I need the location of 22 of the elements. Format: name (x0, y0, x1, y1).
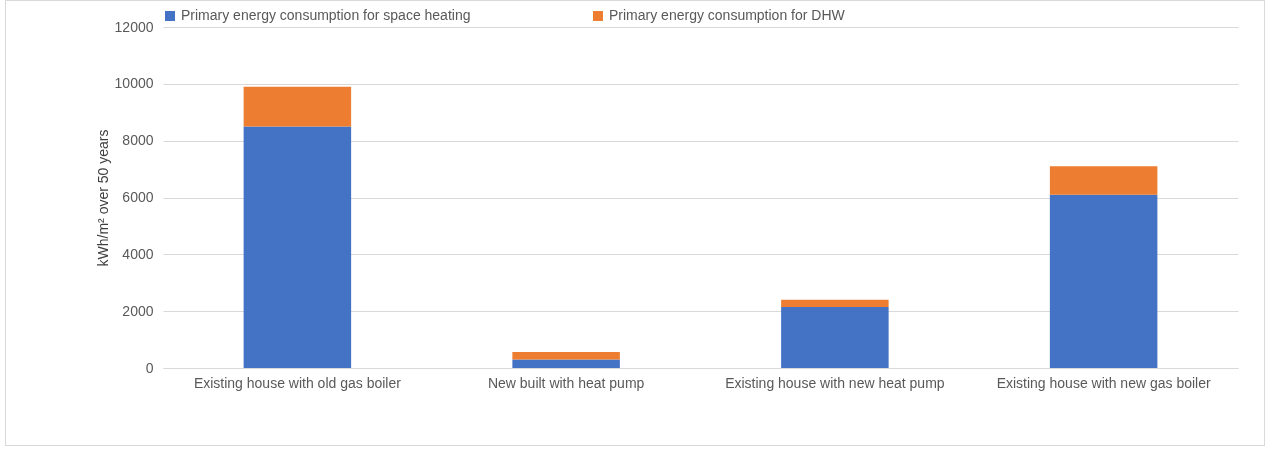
y-tick-label: 8000 (122, 132, 154, 149)
legend-label: Primary energy consumption for space heating (181, 7, 471, 23)
x-tick-label: Existing house with new gas boiler (996, 374, 1211, 391)
x-tick-label: Existing house with new heat pump (725, 374, 945, 391)
y-tick-label: 2000 (122, 302, 154, 319)
y-tick-label: 4000 (122, 245, 154, 262)
bar (243, 126, 352, 368)
y-tick-label: 12000 (114, 18, 154, 35)
x-tick-label: Existing house with old gas boiler (193, 374, 402, 391)
y-tick-label: 10000 (114, 75, 154, 92)
bar (243, 86, 352, 127)
bar (1049, 166, 1158, 195)
y-tick-label: 6000 (122, 189, 154, 205)
bar (512, 359, 620, 368)
y-axis-title: kWh/m² over 50 years (94, 129, 111, 267)
bar (781, 299, 889, 307)
x-tick-label: New built with heat pump (487, 374, 645, 391)
bar (512, 352, 620, 360)
bar (1049, 194, 1158, 368)
legend-label: Primary energy consumption for DHW (609, 7, 846, 23)
y-tick-label: 0 (145, 359, 154, 376)
bar (781, 306, 889, 368)
